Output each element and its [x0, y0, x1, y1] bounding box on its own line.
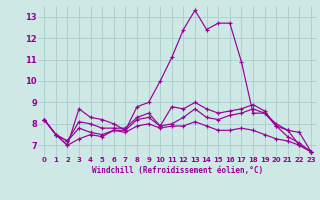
X-axis label: Windchill (Refroidissement éolien,°C): Windchill (Refroidissement éolien,°C) — [92, 166, 263, 175]
